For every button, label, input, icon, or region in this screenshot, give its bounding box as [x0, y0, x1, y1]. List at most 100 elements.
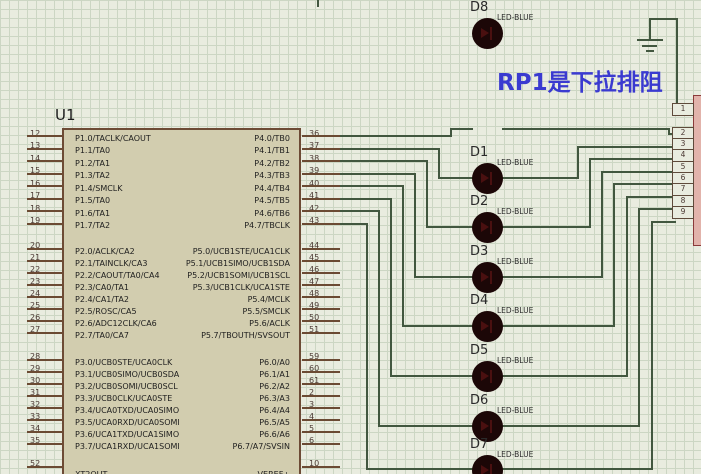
pin-stub[interactable]: 28 — [27, 353, 62, 366]
pin-stub[interactable]: 45 — [302, 254, 340, 267]
led-icon[interactable] — [472, 455, 503, 474]
led-component[interactable]: D3 LED-BLUE — [456, 244, 586, 296]
pin-stub[interactable]: 32 — [27, 401, 62, 414]
wire-segment — [340, 210, 378, 212]
pin-stub[interactable]: 14 — [27, 154, 62, 168]
pin-label-right: P6.1/A1 — [259, 369, 290, 379]
pin-stub[interactable]: 33 — [27, 413, 62, 426]
pin-stub[interactable]: 48 — [302, 290, 340, 303]
pin-stub[interactable]: 26 — [27, 314, 62, 327]
pin-stub[interactable]: 42 — [302, 204, 340, 218]
ground-icon[interactable] — [637, 39, 663, 41]
respack-pin-number: 5 — [680, 161, 686, 171]
pin-stub[interactable]: 6 — [302, 436, 340, 450]
pin-stub[interactable]: 52 — [27, 460, 62, 473]
chip-pin-bank-4: XT2OUT VEREF+ — [64, 468, 299, 474]
pin-stub[interactable]: 46 — [302, 266, 340, 279]
pin-stub[interactable]: 49 — [302, 302, 340, 315]
led-icon[interactable] — [472, 361, 503, 392]
wire-segment — [438, 177, 473, 179]
wire-segment — [414, 173, 416, 278]
pin-line — [302, 160, 340, 163]
pin-stub[interactable]: 10 — [302, 460, 340, 473]
respack-pin-1[interactable]: 1 — [672, 103, 694, 116]
respack-pin[interactable]: 6 — [672, 172, 694, 185]
pin-line — [302, 332, 340, 334]
wire-segment — [601, 171, 603, 278]
pin-stub[interactable]: 44 — [302, 242, 340, 255]
pin-label-left: P1.0/TACLK/CAOUT — [75, 133, 151, 143]
wire-segment — [340, 135, 450, 137]
led-component[interactable]: D4 LED-BLUE — [456, 293, 586, 345]
wire-segment — [651, 221, 653, 470]
chip-pin-row: P1.7/TA2 P4.7/TBCLK — [64, 220, 299, 233]
led-component[interactable]: D2 LED-BLUE — [456, 194, 586, 246]
pin-stub[interactable]: 47 — [302, 278, 340, 291]
led-icon[interactable] — [472, 411, 503, 442]
led-icon[interactable] — [472, 212, 503, 243]
mcu-chip-body[interactable]: P1.0/TACLK/CAOUT P4.0/TB0 P1.1/TA0 P4.1/TB1… — [62, 128, 301, 474]
pin-stub[interactable]: 15 — [27, 167, 62, 181]
pin-stub[interactable]: 21 — [27, 254, 62, 267]
led-icon[interactable] — [472, 262, 503, 293]
pin-stub[interactable]: 29 — [27, 365, 62, 378]
pin-stub[interactable]: 16 — [27, 179, 62, 193]
pin-stub[interactable]: 3 — [302, 401, 340, 414]
pin-stub[interactable]: 27 — [27, 326, 62, 339]
pin-label-left: P1.5/TA0 — [75, 196, 111, 206]
pin-stub[interactable]: 51 — [302, 326, 340, 339]
respack-pin[interactable]: 9 — [672, 206, 694, 219]
wire-segment — [651, 221, 676, 223]
pin-stub[interactable]: 59 — [302, 353, 340, 366]
pin-number: 41 — [309, 191, 320, 200]
pin-stub[interactable]: 12 — [27, 129, 62, 143]
led-component[interactable]: D5 LED-BLUE — [456, 343, 586, 395]
led-component[interactable]: D7 LED-BLUE — [456, 437, 586, 474]
pin-stub[interactable]: 2 — [302, 389, 340, 402]
led-icon[interactable] — [472, 18, 503, 49]
pin-stub[interactable]: 43 — [302, 217, 340, 231]
led-component[interactable]: D1 LED-BLUE — [456, 145, 586, 197]
pin-stub[interactable]: 31 — [27, 389, 62, 402]
led-icon[interactable] — [472, 163, 503, 194]
pin-stub[interactable]: 18 — [27, 204, 62, 218]
pin-stub[interactable]: 24 — [27, 290, 62, 303]
pin-stub[interactable]: 5 — [302, 425, 340, 438]
pin-stub[interactable]: 22 — [27, 266, 62, 279]
pin-stub[interactable]: 50 — [302, 314, 340, 327]
pin-stub[interactable]: 25 — [27, 302, 62, 315]
pin-stub[interactable]: 38 — [302, 154, 340, 168]
pin-stub[interactable]: 36 — [302, 129, 340, 143]
pin-line — [302, 383, 340, 385]
pin-stub[interactable]: 23 — [27, 278, 62, 291]
pin-stub[interactable]: 60 — [302, 365, 340, 378]
pin-label-right: P4.7/TBCLK — [244, 221, 290, 231]
pin-number: 35 — [30, 436, 41, 445]
pin-label-left: P2.2/CAOUT/TA0/CA4 — [75, 270, 160, 280]
pin-stub[interactable]: 37 — [302, 142, 340, 156]
pin-number: 6 — [309, 436, 315, 445]
pin-stub[interactable]: 39 — [302, 167, 340, 181]
pin-stub[interactable]: 35 — [27, 436, 62, 450]
pin-stub[interactable]: 40 — [302, 179, 340, 193]
pin-stub[interactable]: 30 — [27, 377, 62, 390]
respack-pin-number: 9 — [680, 207, 686, 216]
led-component[interactable]: D6 LED-BLUE — [456, 393, 586, 445]
pin-stub[interactable]: 20 — [27, 242, 62, 255]
pin-stub[interactable]: 19 — [27, 217, 62, 231]
pin-number: 17 — [30, 191, 41, 200]
pin-line — [302, 359, 340, 361]
pin-stub[interactable]: 61 — [302, 377, 340, 390]
pin-stub[interactable]: 13 — [27, 142, 62, 156]
pin-stub[interactable]: 4 — [302, 413, 340, 426]
respack-body[interactable] — [693, 95, 701, 246]
pin-line — [27, 272, 62, 274]
pin-line — [302, 431, 340, 433]
led-component[interactable]: D8 LED-BLUE — [456, 0, 586, 52]
pin-line — [27, 185, 62, 188]
pin-stub[interactable]: 34 — [27, 425, 62, 438]
pin-stub[interactable]: 17 — [27, 191, 62, 206]
pin-stub[interactable]: 41 — [302, 191, 340, 206]
pin-label-right: P5.4/MCLK — [247, 294, 290, 304]
led-icon[interactable] — [472, 311, 503, 342]
